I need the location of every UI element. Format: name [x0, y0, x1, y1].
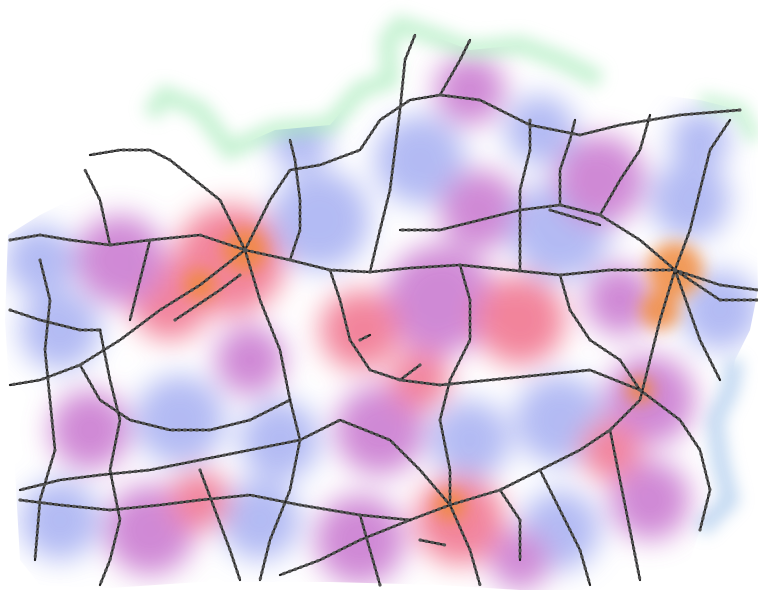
railway-station-ticks [418, 538, 447, 547]
railway-station-ticks [398, 203, 677, 272]
railway-station-ticks [608, 428, 642, 582]
density-blob [390, 350, 450, 410]
railway-station-ticks [358, 333, 372, 342]
density-blob [505, 95, 575, 165]
railway-station-ticks [538, 468, 592, 587]
railway-station-ticks [438, 38, 472, 97]
density-blob [270, 170, 370, 270]
density-blob [475, 275, 565, 365]
railway-station-ticks [78, 363, 292, 432]
railway-station-ticks [98, 328, 122, 587]
density-blob [610, 460, 690, 540]
railway-station-ticks [518, 118, 532, 272]
density-blob [555, 135, 645, 225]
railway-station-ticks [243, 248, 302, 582]
density-blob [75, 215, 165, 305]
density-blob [385, 245, 495, 355]
railway-station-ticks [328, 268, 642, 392]
railway-station-ticks [548, 208, 602, 227]
railway-station-ticks [173, 273, 242, 322]
density-blob [320, 290, 400, 370]
railway-station-ticks [83, 168, 112, 247]
railway-station-ticks [358, 513, 382, 587]
railway-station-ticks [18, 493, 412, 522]
density-blob [135, 375, 225, 465]
railway-station-ticks [498, 488, 522, 562]
railway-station-ticks [243, 93, 742, 252]
railway-station-ticks [368, 33, 417, 274]
railway-station-ticks [673, 268, 722, 382]
density-blob [215, 325, 285, 395]
density-blob [20, 290, 100, 370]
hub-hotspot [640, 290, 680, 330]
density-blob [440, 170, 520, 250]
railway-station-ticks [198, 468, 242, 582]
density-blob [20, 480, 100, 560]
railway-station-ticks [598, 113, 652, 217]
density-blob [605, 355, 695, 445]
railway-station-ticks [398, 363, 422, 382]
railway-station-ticks [8, 308, 102, 332]
railway-station-ticks [88, 148, 247, 252]
railway-station-ticks [448, 503, 482, 587]
density-blob [435, 55, 505, 125]
railway-station-ticks [558, 118, 577, 207]
density-blob [580, 420, 640, 480]
railway-station-ticks [288, 138, 302, 262]
railway-station-ticks [33, 258, 57, 562]
density-blob [680, 270, 758, 350]
railway-station-ticks [8, 233, 758, 292]
density-blob [240, 400, 320, 480]
railway-station-ticks [128, 238, 152, 322]
density-blob [585, 265, 655, 335]
railway-station-ticks [638, 388, 712, 532]
railway-station-ticks [18, 418, 452, 507]
density-blob [50, 390, 130, 470]
railway-network [8, 33, 758, 587]
density-blob [670, 110, 730, 170]
railway-station-ticks [558, 273, 642, 392]
railway-line [8, 248, 247, 387]
railway-station-ticks [673, 268, 758, 302]
railway-station-ticks [673, 118, 732, 272]
railway-station-ticks [438, 263, 472, 507]
density-blob [650, 160, 730, 240]
density-blob [430, 400, 510, 480]
